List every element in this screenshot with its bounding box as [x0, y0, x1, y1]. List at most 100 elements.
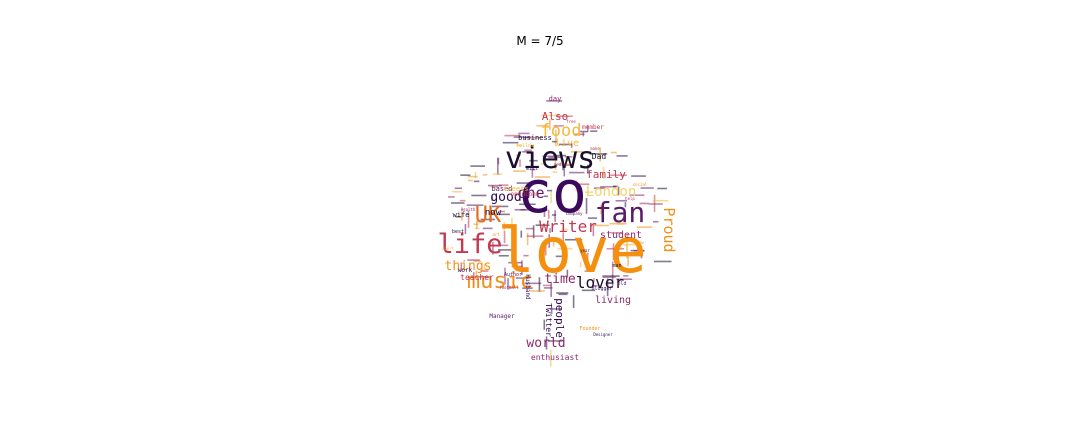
- filler-mark: [491, 186, 499, 188]
- cloud-word: based: [491, 185, 512, 193]
- filler-mark: [636, 226, 653, 228]
- chart-title: M = 7/5: [516, 34, 564, 48]
- cloud-word: fan: [595, 196, 646, 229]
- cloud-word: free: [566, 119, 576, 124]
- filler-mark: [498, 210, 505, 213]
- cloud-word: Designer: [593, 332, 613, 337]
- filler-mark: [627, 254, 629, 267]
- cloud-word: now: [485, 208, 502, 218]
- filler-mark: [553, 154, 566, 157]
- filler-mark: [543, 195, 549, 198]
- filler-mark: [475, 276, 491, 278]
- filler-mark: [585, 191, 594, 193]
- filler-mark: [556, 115, 573, 118]
- filler-mark: [599, 147, 601, 162]
- filler-mark: [589, 153, 608, 155]
- filler-mark: [592, 284, 598, 287]
- filler-mark: [459, 199, 466, 202]
- filler-mark: [585, 198, 588, 214]
- filler-mark: [519, 159, 521, 167]
- cloud-word: people: [553, 298, 566, 338]
- filler-mark: [581, 289, 595, 292]
- filler-mark: [582, 132, 585, 137]
- filler-mark: [521, 260, 523, 275]
- filler-mark: [548, 156, 561, 158]
- filler-mark: [639, 265, 642, 270]
- filler-mark: [569, 171, 585, 174]
- filler-mark: [546, 100, 563, 102]
- filler-mark: [617, 186, 620, 196]
- cloud-word: media: [554, 162, 567, 167]
- filler-mark: [448, 196, 455, 198]
- filler-mark: [498, 254, 509, 257]
- filler-mark: [511, 265, 523, 268]
- filler-mark: [547, 209, 550, 219]
- cloud-word: things: [445, 259, 492, 274]
- filler-mark: [502, 141, 519, 144]
- filler-mark: [554, 210, 556, 222]
- cloud-word: food: [541, 121, 582, 141]
- filler-mark: [553, 125, 564, 127]
- filler-mark: [471, 194, 487, 197]
- filler-mark: [538, 277, 541, 292]
- filler-mark: [516, 182, 529, 184]
- filler-mark: [507, 278, 509, 290]
- filler-mark: [610, 174, 627, 177]
- filler-mark: [587, 164, 589, 174]
- filler-mark: [546, 189, 553, 192]
- filler-mark: [648, 203, 663, 205]
- filler-mark: [550, 307, 553, 314]
- filler-mark: [652, 220, 659, 223]
- filler-mark: [515, 154, 522, 156]
- filler-mark: [473, 223, 479, 226]
- filler-mark: [587, 217, 598, 219]
- filler-mark: [548, 234, 551, 248]
- cloud-word: old: [617, 281, 626, 287]
- filler-mark: [584, 270, 594, 272]
- cloud-word: football: [499, 285, 519, 290]
- filler-mark: [555, 129, 557, 147]
- filler-mark: [563, 167, 566, 177]
- filler-mark: [586, 124, 589, 132]
- cloud-word: Dad: [592, 152, 607, 161]
- filler-mark: [610, 232, 623, 234]
- filler-mark: [550, 191, 552, 204]
- cloud-word: family: [586, 168, 626, 181]
- filler-mark: [600, 205, 602, 214]
- filler-mark: [623, 243, 636, 246]
- filler-mark: [555, 255, 564, 258]
- filler-mark: [513, 170, 526, 172]
- filler-mark: [557, 247, 573, 250]
- cloud-word: music: [467, 269, 533, 294]
- filler-mark: [491, 196, 493, 201]
- cloud-word: student: [600, 230, 642, 241]
- filler-mark: [579, 261, 582, 268]
- filler-mark: [592, 224, 609, 227]
- cloud-word: Author: [504, 272, 522, 278]
- filler-mark: [542, 155, 555, 158]
- filler-mark: [492, 173, 503, 175]
- filler-mark: [480, 270, 489, 272]
- filler-mark: [558, 143, 573, 146]
- filler-mark: [468, 179, 473, 182]
- filler-mark: [542, 284, 552, 287]
- filler-mark: [467, 210, 470, 228]
- filler-mark: [464, 224, 467, 234]
- cloud-word: live: [555, 138, 579, 149]
- filler-mark: [513, 136, 531, 139]
- filler-mark: [524, 149, 532, 152]
- filler-mark: [573, 183, 590, 186]
- filler-mark: [483, 263, 486, 272]
- cloud-word: views: [505, 141, 595, 176]
- filler-mark: [586, 265, 594, 267]
- cloud-word: tweets: [503, 185, 528, 193]
- cloud-word: Manager: [489, 313, 515, 320]
- filler-mark: [451, 190, 463, 193]
- filler-mark: [461, 211, 463, 221]
- filler-mark: [552, 240, 555, 247]
- filler-mark: [615, 199, 628, 202]
- filler-mark: [626, 234, 629, 241]
- filler-mark: [499, 244, 509, 247]
- filler-mark: [549, 119, 551, 131]
- filler-mark: [639, 202, 649, 205]
